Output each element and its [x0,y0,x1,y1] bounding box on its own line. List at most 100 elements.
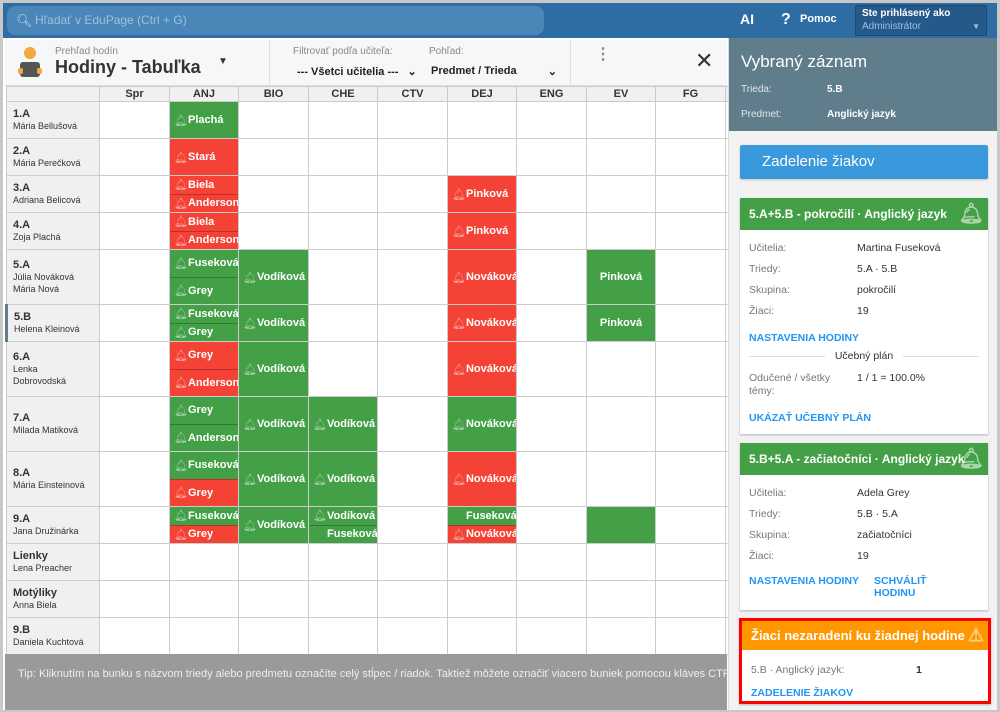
lesson-cell[interactable]: 🔔︎ Vodíková [238,249,309,305]
lesson-cell[interactable]: 🔔︎ Plachá [169,101,239,139]
row-header[interactable]: 1.A Mária Bellušová [6,101,100,139]
lesson-cell[interactable] [655,451,726,507]
lesson-cell[interactable] [99,396,170,452]
column-header-spr[interactable]: Spr [99,86,170,102]
lesson-cell[interactable] [655,341,726,397]
column-header-che[interactable]: CHE [308,86,378,102]
lesson-cell[interactable] [308,341,378,397]
lesson-entry[interactable]: 🔔︎ Nováková [448,524,516,543]
lesson-cell[interactable] [377,617,448,655]
lesson-entry[interactable]: 🔔︎ Vodíková [239,250,308,304]
lesson-cell[interactable] [655,396,726,452]
row-header[interactable]: 9.A Jana Družinárka [6,506,100,544]
lesson-cell[interactable] [169,543,239,581]
lesson-entry[interactable]: 🔔︎ Pinková [448,176,516,212]
more-menu-icon[interactable]: ⋮ [595,46,611,63]
lesson-cell[interactable] [655,249,726,305]
help-icon[interactable]: ? [781,11,791,28]
lesson-entry[interactable]: Pinková [587,305,655,341]
lesson-cell[interactable] [586,580,656,618]
lesson-cell[interactable] [377,341,448,397]
lesson-cell[interactable] [447,138,517,176]
lesson-entry[interactable]: 🔔︎ Anderson [170,423,238,451]
lesson-cell[interactable] [238,138,309,176]
lesson-cell[interactable] [516,617,587,655]
lesson-cell[interactable] [238,543,309,581]
lesson-cell[interactable]: 🔔︎ Vodíková [238,341,309,397]
lesson-cell[interactable] [516,175,587,213]
row-header[interactable]: 4.A Zoja Plachá [6,212,100,250]
column-header-bio[interactable]: BIO [238,86,309,102]
help-button[interactable]: Pomoc [800,13,837,25]
lesson-cell[interactable] [516,341,587,397]
lesson-entry[interactable]: 🔔︎ Grey [170,276,238,304]
lesson-cell[interactable] [516,451,587,507]
lesson-cell[interactable] [516,506,587,544]
lesson-cell[interactable] [516,138,587,176]
lesson-cell[interactable] [308,543,378,581]
lesson-cell[interactable] [516,543,587,581]
column-header-eng[interactable]: ENG [516,86,587,102]
lesson-entry[interactable]: 🔔︎ Grey [170,342,238,369]
lesson-entry[interactable]: 🔔︎ Nováková [448,250,516,304]
approve-lesson-link[interactable]: SCHVÁLIŤ HODINU [874,575,927,599]
lesson-cell[interactable] [377,543,448,581]
search-input[interactable]: 🔍︎ Hľadať v EduPage (Ctrl + G) [7,6,544,35]
lesson-cell[interactable] [377,212,448,250]
lesson-entry[interactable]: 🔔︎ Fuseková [170,305,238,323]
lesson-entry[interactable]: 🔔︎ Nováková [448,452,516,506]
row-header[interactable]: 9.B Daniela Kuchtová [6,617,100,655]
assign-students-link[interactable]: ZADELENIE ŽIAKOV [751,687,854,699]
lesson-cell[interactable] [308,101,378,139]
lesson-cell[interactable]: 🔔︎ Nováková [447,341,517,397]
assign-students-button[interactable]: Zadelenie žiakov [740,145,988,179]
lesson-cell[interactable]: 🔔︎ Stará [169,138,239,176]
lesson-entry[interactable]: 🔔︎ Anderson [170,193,238,212]
lesson-cell[interactable] [377,304,448,342]
lesson-cell[interactable] [447,617,517,655]
lesson-cell[interactable] [238,175,309,213]
row-header[interactable]: 8.A Mária Einsteinová [6,451,100,507]
lesson-cell[interactable] [308,138,378,176]
lesson-cell[interactable] [377,175,448,213]
lesson-cell[interactable]: 🔔︎ Vodíková [238,304,309,342]
lesson-cell[interactable]: 🔔︎ Grey 🔔︎ Anderson [169,341,239,397]
lesson-entry[interactable]: 🔔︎ Vodíková [239,507,308,543]
lesson-cell[interactable] [99,617,170,655]
lesson-cell[interactable] [516,249,587,305]
lesson-entry[interactable]: 🔔︎ Nováková [448,342,516,396]
lesson-cell[interactable] [99,341,170,397]
lesson-cell[interactable]: 🔔︎ Vodíková [308,396,378,452]
lesson-entry[interactable]: 🔔︎ Vodíková [239,397,308,451]
lesson-entry[interactable]: 🔔︎ Anderson [170,368,238,396]
lesson-cell[interactable] [238,580,309,618]
lesson-cell[interactable] [655,212,726,250]
lesson-cell[interactable] [586,175,656,213]
lesson-entry[interactable] [587,507,655,543]
lesson-settings-link[interactable]: NASTAVENIA HODINY [749,332,860,344]
row-header[interactable]: 7.A Milada Matiková [6,396,100,452]
lesson-cell[interactable]: 🔔︎ Nováková [447,451,517,507]
column-header-anj[interactable]: ANJ [169,86,239,102]
lesson-entry[interactable]: 🔔︎ Grey [170,524,238,543]
lesson-entry[interactable]: 🔔︎ Vodíková [309,397,377,451]
row-header[interactable]: 5.B Helena Kleinová [5,304,100,342]
lesson-cell[interactable] [169,580,239,618]
lesson-cell[interactable]: 🔔︎ Nováková [447,304,517,342]
lesson-cell[interactable] [586,543,656,581]
lesson-cell[interactable]: 🔔︎ Vodíková [238,506,309,544]
lesson-cell[interactable]: 🔔︎ Vodíková Fuseková [308,506,378,544]
lesson-entry[interactable]: Pinková [587,250,655,304]
lesson-cell[interactable] [655,506,726,544]
lesson-entry[interactable]: 🔔︎ Vodíková [309,452,377,506]
lesson-cell[interactable] [308,580,378,618]
lesson-cell[interactable] [447,101,517,139]
lesson-cell[interactable]: 🔔︎ Pinková [447,212,517,250]
lesson-cell[interactable]: 🔔︎ Grey 🔔︎ Anderson [169,396,239,452]
lesson-entry[interactable]: 🔔︎ Grey [170,478,238,506]
lesson-cell[interactable] [238,101,309,139]
lesson-cell[interactable] [516,580,587,618]
lesson-cell[interactable] [169,617,239,655]
user-menu[interactable]: Ste prihlásený ako Administrátor ▼ [855,5,987,36]
lesson-cell[interactable] [99,580,170,618]
